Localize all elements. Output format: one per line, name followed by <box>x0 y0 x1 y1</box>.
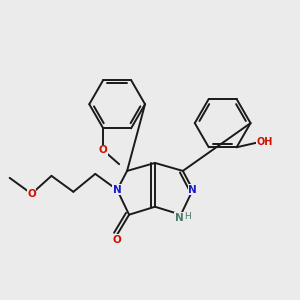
Text: N: N <box>188 185 197 195</box>
Text: H: H <box>184 212 191 221</box>
Text: OH: OH <box>256 137 273 147</box>
Text: O: O <box>113 235 122 244</box>
Text: N: N <box>175 213 184 223</box>
Text: O: O <box>27 189 36 199</box>
Text: N: N <box>113 185 122 195</box>
Text: O: O <box>99 145 108 155</box>
